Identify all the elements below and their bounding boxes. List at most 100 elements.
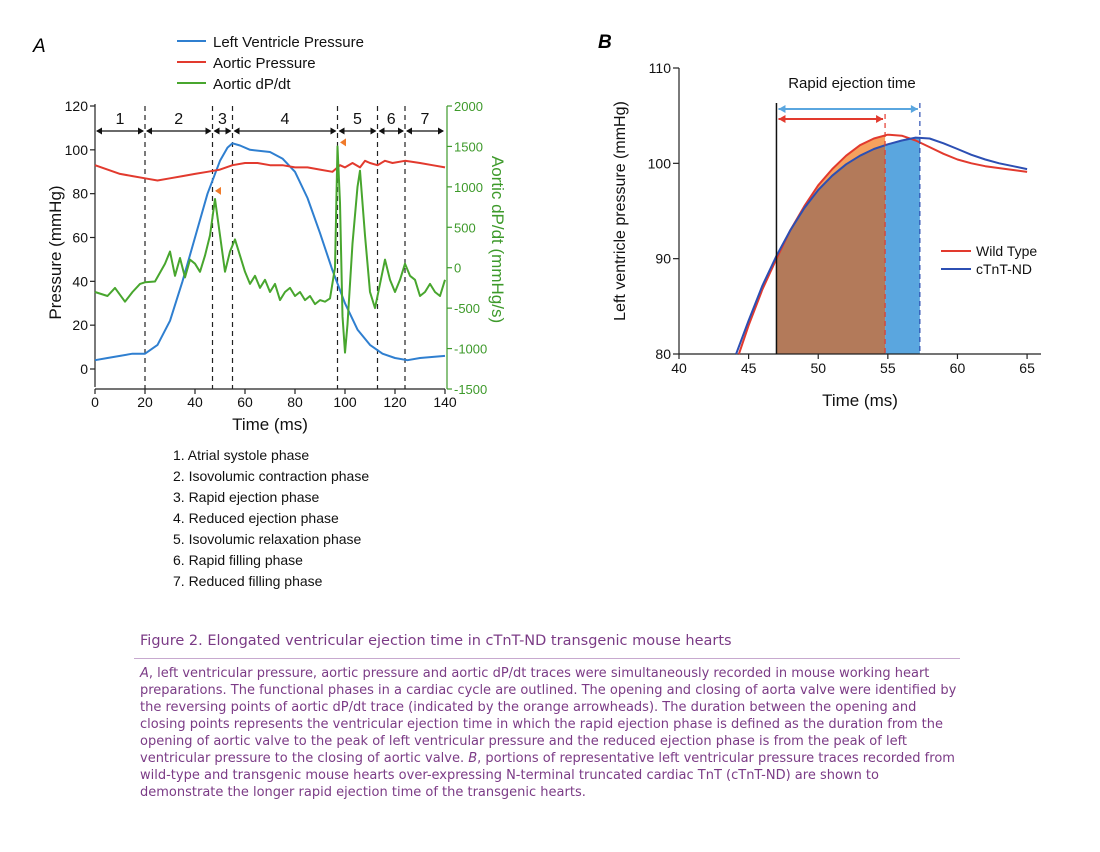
x-tick-label: 45 xyxy=(741,360,757,376)
phase-label: 2 xyxy=(174,111,183,128)
right-y-tick-label: 0 xyxy=(454,261,461,276)
caption-divider xyxy=(134,658,960,659)
y-tick-label: 110 xyxy=(649,60,672,76)
right-y-axis-title: Aortic dP/dt (mmHg/s) xyxy=(488,156,507,323)
phase-span-arrowhead xyxy=(370,127,377,135)
phase-list-item: 2. Isovolumic contraction phase xyxy=(173,468,370,484)
phase-span-arrowhead xyxy=(338,127,345,135)
orange-arrowhead xyxy=(340,138,346,147)
phase-list-item: 3. Rapid ejection phase xyxy=(173,489,320,505)
left-y-tick-label: 80 xyxy=(72,186,88,202)
x-axis-title: Time (ms) xyxy=(232,415,308,434)
rapid-ejection-time-label: Rapid ejection time xyxy=(788,75,916,92)
y-tick-label: 90 xyxy=(655,251,671,267)
y-axis-title: Left ventricle pressure (mmHg) xyxy=(612,101,629,321)
phase-list-item: 5. Isovolumic relaxation phase xyxy=(173,531,362,547)
caption-title: Figure 2. Elongated ventricular ejection… xyxy=(140,633,732,649)
phase-span-arrowhead xyxy=(146,127,152,135)
right-y-tick-label: -500 xyxy=(454,301,480,316)
ejection-time-fills xyxy=(776,135,920,354)
panel-b-chart: B 80 90 100 110 40 45 50 55 60 65 Time (ms) Left ve… xyxy=(598,32,1041,410)
x-tick-label: 60 xyxy=(950,360,966,376)
phase-boundaries: 1 2 3 4 5 6 7 xyxy=(96,106,444,389)
x-tick-label: 120 xyxy=(383,394,407,410)
rapid-ejection-annotation: Rapid ejection time xyxy=(775,75,921,354)
phase-label: 6 xyxy=(387,111,396,128)
right-y-tick-label: 1000 xyxy=(454,180,483,195)
aortic-dpdt-line xyxy=(94,145,446,354)
phase-span-arrowhead xyxy=(330,127,337,135)
x-tick-label: 0 xyxy=(91,394,99,410)
phase-label: 4 xyxy=(281,111,290,128)
phase-span-arrowhead xyxy=(233,127,240,135)
left-y-axis-title: Pressure (mmHg) xyxy=(46,185,65,319)
panel-b-axes: 80 90 100 110 40 45 50 55 60 65 Time (ms) Left vent… xyxy=(612,60,1041,410)
aortic-pressure-line xyxy=(94,159,446,182)
phase-label: 5 xyxy=(353,111,362,128)
right-y-tick-label: 1500 xyxy=(454,139,483,154)
caption-body: A, left ventricular pressure, aortic pre… xyxy=(140,665,960,801)
ctnt-nd-line xyxy=(735,136,1028,355)
phase-list: 1. Atrial systole phase 2. Isovolumic con… xyxy=(173,445,369,592)
wild-type-ejection-arrowhead xyxy=(778,115,786,123)
x-tick-label: 60 xyxy=(237,394,253,410)
legend-label: Wild Type xyxy=(976,243,1037,259)
x-tick-label: 140 xyxy=(433,394,457,410)
x-tick-label: 40 xyxy=(187,394,203,410)
y-tick-label: 80 xyxy=(655,346,671,362)
phase-span-arrowhead xyxy=(213,127,220,135)
ctnt-ejection-arrowhead xyxy=(910,105,918,113)
x-tick-label: 40 xyxy=(671,360,687,376)
caption-panel-a-letter: A xyxy=(140,666,149,681)
panel-a-series xyxy=(94,138,446,362)
phase-span-arrowhead xyxy=(438,127,444,135)
left-y-tick-label: 100 xyxy=(65,142,89,158)
left-y-tick-label: 20 xyxy=(72,317,88,333)
left-ventricle-pressure-line xyxy=(94,142,446,362)
shared-ejection-area xyxy=(776,145,886,354)
wild-type-ejection-arrowhead xyxy=(876,115,884,123)
right-y-tick-label: -1500 xyxy=(454,382,487,397)
panel-b-series xyxy=(735,133,1028,355)
phase-list-item: 4. Reduced ejection phase xyxy=(173,510,339,526)
legend-label: Aortic dP/dt xyxy=(213,76,291,93)
phase-span-arrowhead xyxy=(96,127,102,135)
ctnt-extra-ejection-area xyxy=(885,137,920,354)
orange-arrowhead xyxy=(215,186,221,195)
phase-span-arrowhead xyxy=(205,127,212,135)
right-y-tick-label: 500 xyxy=(454,220,476,235)
x-tick-label: 100 xyxy=(333,394,357,410)
x-tick-label: 55 xyxy=(880,360,896,376)
phase-span-arrowhead xyxy=(138,127,144,135)
caption-panel-b-letter: B xyxy=(468,751,478,766)
ctnt-ejection-arrowhead xyxy=(778,105,786,113)
left-y-tick-label: 120 xyxy=(65,98,89,114)
x-tick-label: 65 xyxy=(1019,360,1035,376)
phase-label: 3 xyxy=(218,111,227,128)
legend-label: cTnT-ND xyxy=(976,261,1032,277)
x-tick-label: 20 xyxy=(137,394,153,410)
x-tick-label: 80 xyxy=(287,394,303,410)
phase-span-arrowhead xyxy=(378,127,385,135)
phase-span-arrowhead xyxy=(225,127,232,135)
caption-body-part1: , left ventricular pressure, aortic pres… xyxy=(140,666,957,766)
phase-span-arrowhead xyxy=(406,127,412,135)
x-axis-title: Time (ms) xyxy=(822,391,898,410)
y-tick-label: 100 xyxy=(648,155,672,171)
phase-label: 7 xyxy=(421,111,430,128)
right-y-tick-label: 2000 xyxy=(454,99,483,114)
phase-list-item: 6. Rapid filling phase xyxy=(173,552,303,568)
phase-label: 1 xyxy=(116,111,125,128)
phase-span-arrowhead xyxy=(398,127,404,135)
phase-list-item: 7. Reduced filling phase xyxy=(173,573,323,589)
caption-body-part2: , portions of representative left ventri… xyxy=(140,751,955,800)
panel-a-letter: A xyxy=(32,36,46,57)
panel-b-legend: Wild Type cTnT-ND xyxy=(941,243,1037,277)
right-y-tick-label: -1000 xyxy=(454,342,487,357)
left-y-tick-label: 60 xyxy=(72,230,88,246)
left-y-tick-label: 0 xyxy=(80,361,88,377)
figure-caption: Figure 2. Elongated ventricular ejection… xyxy=(134,633,960,801)
x-tick-label: 50 xyxy=(810,360,826,376)
